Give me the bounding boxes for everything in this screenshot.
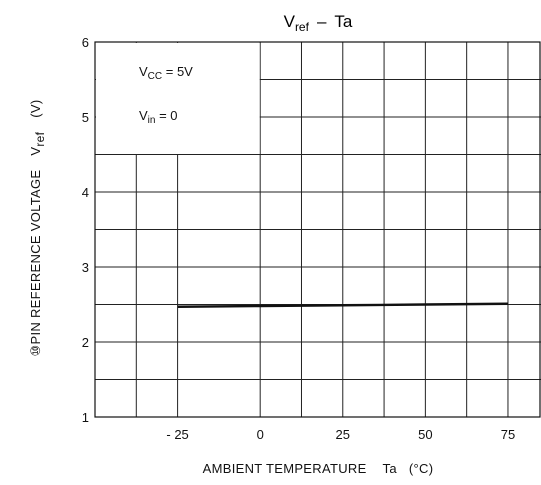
plot-border <box>94 41 541 418</box>
y-tick-label: 2 <box>82 335 89 350</box>
condition-vcc-value: = 5V <box>162 64 193 79</box>
y-axis-label: ⑩PIN REFERENCE VOLTAGE Vref (V) <box>28 100 47 357</box>
y-axis-label-unit: (V) <box>28 100 43 118</box>
y-tick-label: 1 <box>82 410 89 425</box>
y-tick-label: 6 <box>82 35 89 50</box>
condition-vin-symbol: V <box>139 108 148 123</box>
y-tick-label: 5 <box>82 110 89 125</box>
title-variable: Ta <box>334 12 353 31</box>
condition-vcc-symbol: V <box>139 64 148 79</box>
x-tick-label: 50 <box>418 427 432 442</box>
x-tick-label: 25 <box>336 427 350 442</box>
x-axis-label: AMBIENT TEMPERATURE Ta (°C) <box>203 461 434 476</box>
vref-series-line <box>177 302 508 308</box>
x-tick-label: 0 <box>257 427 264 442</box>
x-axis-label-text: AMBIENT TEMPERATURE <box>203 461 367 476</box>
title-subscript: ref <box>295 20 310 34</box>
chart-title: Vref – Ta <box>284 12 353 34</box>
x-tick-label: - 25 <box>166 427 188 442</box>
title-symbol: V <box>284 12 296 31</box>
y-axis-label-symbol: V <box>28 147 43 156</box>
y-axis-label-text: PIN REFERENCE VOLTAGE <box>28 170 43 345</box>
x-axis-label-unit: (°C) <box>409 461 433 476</box>
x-axis-label-symbol: Ta <box>383 461 398 476</box>
title-separator: – <box>317 12 327 31</box>
y-tick-label: 3 <box>82 260 89 275</box>
grid <box>95 42 541 417</box>
condition-vin-value: = 0 <box>155 108 177 123</box>
condition-vin: Vin = 0 <box>139 108 178 126</box>
x-tick-label: 75 <box>501 427 515 442</box>
x-tick-labels: - 25 0 25 50 75 <box>166 427 515 442</box>
y-axis-label-pin-marker: ⑩ <box>28 345 43 357</box>
condition-vcc-subscript: CC <box>148 71 162 82</box>
condition-vcc: VCC = 5V <box>139 64 193 82</box>
y-axis-label-subscript: ref <box>33 131 47 146</box>
y-tick-label: 4 <box>82 185 89 200</box>
y-tick-labels: 1 2 3 4 5 6 <box>82 35 89 425</box>
condition-vin-subscript: in <box>148 115 156 126</box>
series <box>177 302 508 308</box>
conditions-box-background <box>96 43 260 154</box>
conditions-box: VCC = 5V Vin = 0 <box>96 43 260 154</box>
